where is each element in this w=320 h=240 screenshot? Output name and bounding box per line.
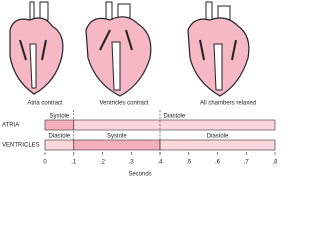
axis-label: Seconds [128, 172, 151, 178]
tick-label: .4 [157, 160, 163, 166]
tick-label: .6 [215, 160, 221, 166]
tick-label: .3 [129, 160, 135, 166]
heart-atria-contract [9, 1, 64, 95]
caption: Atria contract [27, 101, 63, 107]
caption: All chambers relaxed [200, 101, 256, 107]
tick-label: 0 [43, 160, 47, 166]
row-label: VENTRICLES [2, 143, 40, 149]
tick-label: .7 [244, 160, 250, 166]
tick-label: .5 [186, 160, 192, 166]
tick-label: .1 [71, 160, 77, 166]
tick-label: .8 [272, 160, 278, 166]
segment [159, 139, 276, 151]
diagram: Atria contract Ventricles contract All c… [2, 1, 278, 178]
segment-label: Diastole [164, 114, 186, 120]
segment-label: Diastole [207, 134, 229, 140]
segment-label: Diastole [49, 134, 71, 140]
heart-all-relaxed [187, 1, 250, 97]
segment [44, 119, 75, 131]
tick-label: .2 [100, 160, 106, 166]
segment-label: Systole [50, 114, 70, 120]
segment [44, 139, 75, 151]
segment-label: Systole [107, 134, 127, 140]
caption: Ventricles contract [99, 101, 148, 107]
row-label: ATRIA [2, 123, 19, 129]
segment [73, 139, 161, 151]
heart-ventricles-contract [85, 1, 152, 97]
segment [73, 119, 276, 131]
